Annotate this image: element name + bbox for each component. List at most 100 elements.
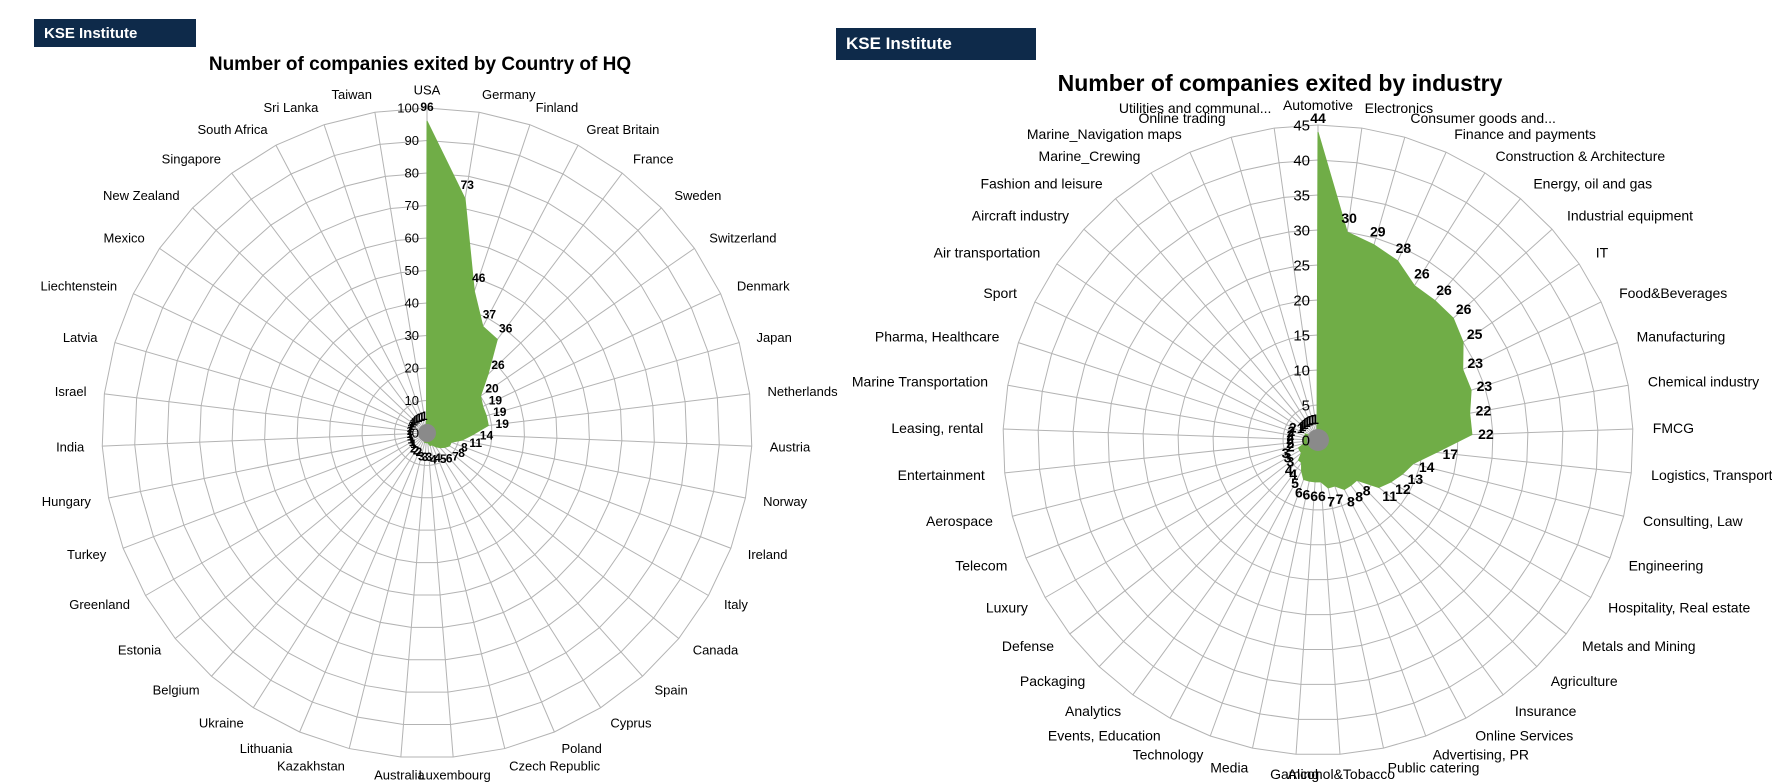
grid-spoke: [1317, 439, 1384, 749]
data-label: 26: [1414, 266, 1430, 282]
category-label: India: [56, 439, 85, 454]
grid-ring: [1107, 229, 1529, 650]
grid-spoke: [1132, 439, 1319, 696]
data-label: 1: [407, 430, 414, 444]
data-label: 22: [1476, 403, 1492, 419]
kse-institute-badge: KSE Institute: [34, 19, 196, 47]
data-label: 23: [1477, 378, 1493, 394]
data-label: 1: [421, 409, 428, 423]
category-label: Hungary: [42, 494, 92, 509]
data-label: 11: [469, 436, 482, 450]
grid-spoke: [1083, 228, 1319, 441]
category-label: Taiwan: [332, 87, 372, 102]
category-label: Alcohol&Tobacco: [1288, 766, 1396, 782]
category-label: Food&Beverages: [1619, 285, 1727, 301]
data-label: 26: [1456, 301, 1472, 317]
grid-ring: [134, 139, 720, 726]
axis-tick-label: 45: [1293, 117, 1310, 134]
data-label: 1: [1301, 416, 1309, 432]
category-label: Cyprus: [610, 715, 652, 730]
data-label: 1: [409, 416, 416, 430]
category-label: Industrial equipment: [1567, 208, 1693, 224]
data-label: 1: [408, 419, 415, 433]
category-label: Online Services: [1475, 728, 1573, 744]
category-label: Italy: [724, 597, 748, 612]
data-label: 1: [1308, 412, 1316, 428]
category-label: Germany: [482, 87, 536, 102]
data-label: 1: [409, 435, 416, 449]
category-label: Technology: [1133, 747, 1204, 763]
category-label: Automotive: [1283, 97, 1353, 113]
data-label: 1: [1306, 413, 1314, 429]
data-label: 6: [1310, 488, 1318, 504]
data-labels: 4430292826262625232322221714131211888776…: [1282, 110, 1494, 510]
axis-tick-label: 80: [405, 166, 419, 181]
grid-spoke: [1018, 342, 1319, 441]
data-label: 5: [1291, 475, 1299, 491]
data-label: 26: [1436, 282, 1452, 298]
grid-ring: [1002, 124, 1634, 755]
grid-ring: [296, 302, 558, 564]
category-label: Japan: [756, 330, 791, 345]
grid-spoke: [1004, 439, 1319, 474]
grid-spoke: [122, 432, 428, 549]
data-label: 2: [1286, 431, 1294, 447]
grid-spoke: [145, 432, 428, 596]
data-label: 14: [480, 429, 494, 443]
grid-spoke: [114, 342, 428, 434]
category-label: Latvia: [63, 330, 98, 345]
data-label: 1: [411, 414, 418, 428]
axis-tick-label: 50: [405, 263, 419, 278]
grid-spoke: [252, 432, 428, 708]
category-label: Marine_Crewing: [1039, 148, 1141, 164]
chart-title: Number of companies exited by industry: [1057, 70, 1503, 96]
axis-tick-label: 20: [405, 361, 419, 376]
axis-tick-labels: 0 5 10 15 20 25 30 35 40 45: [1293, 117, 1310, 449]
data-label: 1: [1311, 411, 1319, 427]
data-label: 46: [472, 271, 486, 285]
data-label: 29: [1370, 223, 1386, 239]
category-label: Turkey: [67, 547, 107, 562]
data-label: 2: [410, 442, 417, 456]
grid-spoke: [1007, 384, 1319, 441]
category-label: Canada: [693, 642, 739, 657]
grid-spoke: [1273, 127, 1319, 441]
category-label: Hospitality, Real estate: [1608, 599, 1750, 615]
grid-spoke: [1044, 439, 1319, 598]
category-label: USA: [414, 83, 441, 98]
axis-tick-label: 40: [1293, 152, 1310, 169]
grid-spoke: [104, 393, 428, 434]
grid-spoke: [426, 432, 555, 733]
grid-spoke: [1034, 301, 1319, 441]
category-label: Packaging: [1020, 673, 1085, 689]
data-label: 4: [430, 452, 437, 466]
category-label: Norway: [763, 494, 808, 509]
category-label: Engineering: [1629, 557, 1704, 573]
grid-spoke: [1189, 152, 1319, 441]
category-label: New Zealand: [103, 188, 180, 203]
data-label: 2: [1287, 439, 1295, 455]
data-label: 6: [1318, 488, 1326, 504]
category-label: Consulting, Law: [1643, 513, 1744, 529]
data-label: 5: [440, 452, 447, 466]
data-label: 23: [1467, 355, 1483, 371]
category-label: Events, Education: [1048, 728, 1161, 744]
category-label: Finland: [536, 100, 579, 115]
category-label: South Africa: [197, 122, 268, 137]
data-label: 3: [418, 449, 425, 463]
axis-tick-label: 30: [1293, 222, 1310, 239]
grid-ring: [1072, 194, 1564, 685]
category-label: Defense: [1002, 638, 1054, 654]
category-label: Analytics: [1065, 703, 1121, 719]
grid-spoke: [1115, 198, 1319, 441]
center-hub: [418, 424, 436, 442]
data-label: 14: [1419, 459, 1435, 475]
category-label: Aerospace: [926, 513, 993, 529]
grid-spoke: [1317, 439, 1341, 755]
grid-spoke: [426, 432, 680, 639]
data-label: 44: [1310, 110, 1326, 126]
grid-spoke: [1169, 439, 1319, 719]
data-label: 2: [1286, 435, 1294, 451]
grid-spoke: [108, 432, 428, 499]
